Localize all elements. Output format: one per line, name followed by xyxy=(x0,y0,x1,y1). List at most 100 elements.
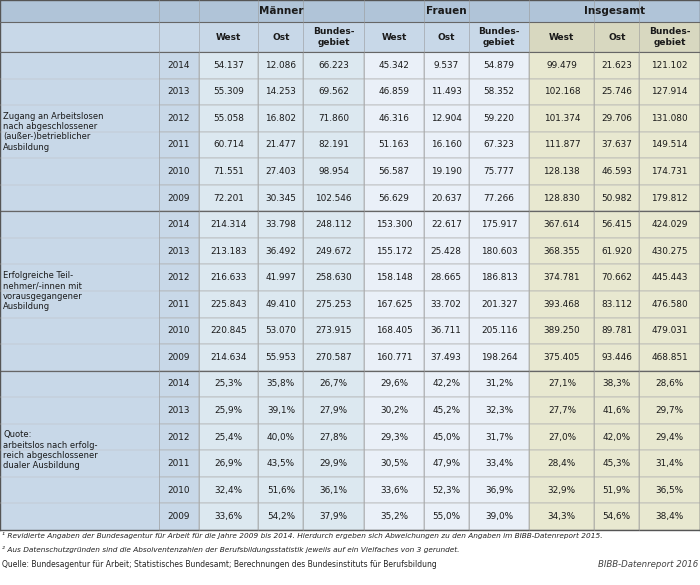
Text: 2011: 2011 xyxy=(168,459,190,468)
Bar xyxy=(639,344,700,371)
Text: 27.403: 27.403 xyxy=(265,167,296,176)
Bar xyxy=(594,371,639,397)
Text: 30,2%: 30,2% xyxy=(380,406,408,415)
Bar xyxy=(594,344,639,371)
Bar xyxy=(594,185,639,211)
Bar xyxy=(639,264,700,291)
Text: West: West xyxy=(550,33,575,42)
Text: 25,9%: 25,9% xyxy=(215,406,243,415)
Bar xyxy=(529,238,594,264)
Bar xyxy=(529,22,594,52)
Text: 16.160: 16.160 xyxy=(430,140,462,149)
Text: 216.633: 216.633 xyxy=(211,273,247,282)
Bar xyxy=(0,132,159,158)
Text: 70.662: 70.662 xyxy=(601,273,632,282)
Bar xyxy=(0,211,159,238)
Text: 2012: 2012 xyxy=(168,114,190,123)
Text: Zugang an Arbeitslosen
nach abgeschlossener
(außer-)betrieblicher
Ausbildung: Zugang an Arbeitslosen nach abgeschlosse… xyxy=(3,112,104,152)
Text: 54,6%: 54,6% xyxy=(603,512,631,521)
Bar xyxy=(469,424,529,450)
Bar xyxy=(0,52,159,211)
Text: 476.580: 476.580 xyxy=(651,300,688,309)
Text: 47,9%: 47,9% xyxy=(432,459,461,468)
Text: 35,2%: 35,2% xyxy=(380,512,408,521)
Bar xyxy=(424,158,469,185)
Text: 33,6%: 33,6% xyxy=(380,486,408,495)
Bar xyxy=(258,504,303,530)
Text: 430.275: 430.275 xyxy=(652,247,688,256)
Text: 158.148: 158.148 xyxy=(376,273,412,282)
Bar xyxy=(199,318,258,344)
Bar xyxy=(0,477,159,504)
Text: 174.731: 174.731 xyxy=(652,167,688,176)
Text: 2009: 2009 xyxy=(168,512,190,521)
Bar xyxy=(258,22,303,52)
Text: 75.777: 75.777 xyxy=(484,167,514,176)
Bar xyxy=(529,371,594,397)
Text: 42,2%: 42,2% xyxy=(432,380,461,388)
Text: 180.603: 180.603 xyxy=(481,247,517,256)
Bar xyxy=(258,132,303,158)
Bar xyxy=(364,78,424,105)
Text: 29,4%: 29,4% xyxy=(656,432,684,442)
Bar xyxy=(469,504,529,530)
Bar xyxy=(199,132,258,158)
Text: 33.798: 33.798 xyxy=(265,220,296,229)
Text: 45,3%: 45,3% xyxy=(603,459,631,468)
Text: 167.625: 167.625 xyxy=(376,300,412,309)
Bar xyxy=(258,158,303,185)
Text: 36.711: 36.711 xyxy=(430,326,462,335)
Text: 149.514: 149.514 xyxy=(652,140,688,149)
Bar xyxy=(303,504,364,530)
Bar xyxy=(258,78,303,105)
Text: 39,0%: 39,0% xyxy=(485,512,513,521)
Bar xyxy=(303,52,364,78)
Text: 21.623: 21.623 xyxy=(601,61,632,70)
Bar xyxy=(529,185,594,211)
Bar xyxy=(469,318,529,344)
Text: 2010: 2010 xyxy=(168,326,190,335)
Bar xyxy=(639,22,700,52)
Bar xyxy=(303,238,364,264)
Text: 16.802: 16.802 xyxy=(265,114,296,123)
Text: 60.714: 60.714 xyxy=(214,140,244,149)
Bar xyxy=(639,185,700,211)
Text: 37.637: 37.637 xyxy=(601,140,632,149)
Text: 128.138: 128.138 xyxy=(543,167,580,176)
Bar xyxy=(159,105,199,132)
Bar xyxy=(258,371,303,397)
Text: 11.493: 11.493 xyxy=(430,87,462,97)
Text: 52,3%: 52,3% xyxy=(432,486,461,495)
Bar xyxy=(159,78,199,105)
Bar xyxy=(424,238,469,264)
Text: 36,1%: 36,1% xyxy=(320,486,348,495)
Bar xyxy=(424,397,469,424)
Text: Bundes-
gebiet: Bundes- gebiet xyxy=(478,27,520,47)
Text: 20.637: 20.637 xyxy=(430,194,462,202)
Bar xyxy=(303,371,364,397)
Bar xyxy=(303,291,364,318)
Bar xyxy=(159,504,199,530)
Text: 168.405: 168.405 xyxy=(376,326,412,335)
Bar xyxy=(424,424,469,450)
Bar xyxy=(303,105,364,132)
Bar xyxy=(258,291,303,318)
Text: 445.443: 445.443 xyxy=(652,273,688,282)
Bar xyxy=(199,105,258,132)
Bar xyxy=(0,450,159,477)
Text: 45,2%: 45,2% xyxy=(432,406,461,415)
Bar xyxy=(159,211,199,238)
Bar xyxy=(469,158,529,185)
Bar xyxy=(424,264,469,291)
Bar xyxy=(424,132,469,158)
Bar xyxy=(639,477,700,504)
Text: 36.492: 36.492 xyxy=(265,247,296,256)
Bar xyxy=(258,318,303,344)
Text: 102.546: 102.546 xyxy=(316,194,352,202)
Bar xyxy=(303,22,364,52)
Text: 82.191: 82.191 xyxy=(318,140,349,149)
Bar xyxy=(469,105,529,132)
Bar xyxy=(258,238,303,264)
Bar xyxy=(159,477,199,504)
Text: 32,3%: 32,3% xyxy=(485,406,513,415)
